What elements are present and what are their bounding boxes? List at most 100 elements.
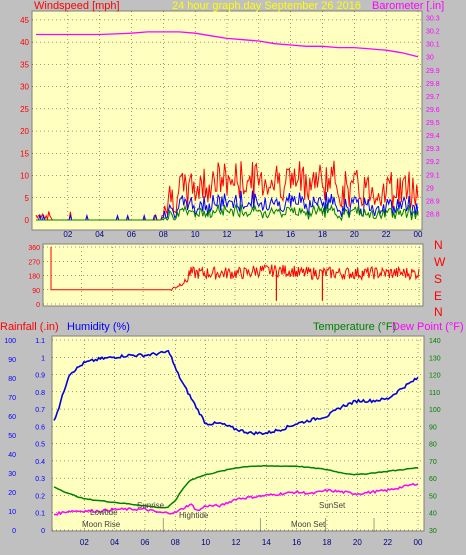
- rainfall-tick-label: 0.3: [35, 476, 45, 483]
- wind-x-tick-label: 22: [382, 230, 391, 239]
- wind-x-tick-label: 04: [95, 230, 104, 239]
- rainfall-tick-label: 0.9: [35, 373, 45, 380]
- barometer-tick-label: 30.3: [426, 16, 440, 23]
- temp-x-tick-label: 18: [323, 538, 332, 547]
- temperature-tick-label: 100: [429, 407, 441, 414]
- wind-x-tick-label: 02: [63, 230, 72, 239]
- wind-x-tick-label: 20: [350, 230, 359, 239]
- barometer-tick-label: 29.4: [426, 133, 440, 140]
- windspeed-tick-label: 30: [20, 83, 29, 92]
- temperature-tick-label: 80: [429, 442, 437, 449]
- chart-title: 24 hour graph.day September 26 2016: [172, 0, 361, 12]
- barometer-tick-label: 28.9: [426, 198, 440, 205]
- rainfall-tick-label: 0.8: [35, 390, 45, 397]
- direction-label-s: S: [434, 272, 442, 286]
- direction-label-n-bottom: N: [434, 305, 443, 319]
- event-moonset: Moon Set: [291, 520, 326, 529]
- rainfall-tick-label: 0.5: [35, 442, 45, 449]
- wind-x-tick-label: 18: [318, 230, 327, 239]
- direction-tick-label: 360: [28, 245, 40, 252]
- temperature-tick-label: 140: [429, 338, 441, 345]
- wind-direction-series: [50, 247, 420, 292]
- direction-tick-label: 90: [32, 288, 40, 295]
- barometer-tick-label: 29.9: [426, 68, 440, 75]
- wind-min-series: [36, 203, 419, 222]
- windspeed-tick-label: 5: [25, 194, 30, 203]
- barometer-tick-label: 29: [426, 185, 434, 192]
- humidity-tick-label: 70: [8, 395, 16, 402]
- temp-x-tick-label: 14: [262, 538, 271, 547]
- temperature-tick-label: 40: [429, 511, 437, 518]
- barometer-tick-label: 29.7: [426, 94, 440, 101]
- temp-humidity-plot-area: [51, 335, 425, 532]
- event-sunrise: Sunrise: [137, 501, 165, 510]
- event-moonrise: Moon Rise: [82, 520, 121, 529]
- temp-x-tick-label: 10: [201, 538, 210, 547]
- temperature-tick-label: 60: [429, 476, 437, 483]
- barometer-tick-label: 29.8: [426, 81, 440, 88]
- temp-x-tick-label: 12: [232, 538, 241, 547]
- humidity-tick-label: 0: [12, 528, 16, 535]
- humidity-tick-label: 10: [8, 509, 16, 516]
- temp-x-tick-label: 22: [383, 538, 392, 547]
- direction-label-w: W: [434, 255, 446, 269]
- barometer-tick-label: 28.8: [426, 211, 440, 218]
- barometer-tick-label: 29.1: [426, 172, 440, 179]
- rainfall-tick-label: 0.2: [35, 493, 45, 500]
- barometer-tick-label: 29.2: [426, 159, 440, 166]
- temp-x-tick-label: 20: [353, 538, 362, 547]
- rainfall-tick-label: 0.1: [35, 511, 45, 518]
- temp-x-tick-label: 16: [292, 538, 301, 547]
- temperature-tick-label: 130: [429, 355, 441, 362]
- temperature-series: [53, 464, 419, 509]
- rainfall-tick-label: 0.6: [35, 424, 45, 431]
- humidity-tick-label: 30: [8, 471, 16, 478]
- direction-tick-label: 0: [36, 302, 40, 309]
- barometer-tick-label: 30.1: [426, 42, 440, 49]
- temperature-tick-label: 70: [429, 459, 437, 466]
- barometer-tick-label: 30.2: [426, 29, 440, 36]
- dewpoint-axis-label: Dew Point (°F): [392, 321, 464, 333]
- humidity-tick-label: 100: [4, 338, 16, 345]
- direction-label-e: E: [434, 289, 442, 303]
- rainfall-tick-label: 1.1: [35, 338, 45, 345]
- event-hightide: Hightide: [179, 511, 209, 520]
- humidity-tick-label: 80: [8, 376, 16, 383]
- barometer-series: [36, 31, 419, 58]
- windspeed-tick-label: 20: [20, 127, 29, 136]
- windspeed-tick-label: 35: [20, 60, 29, 69]
- direction-label-n-top: N: [434, 238, 443, 252]
- direction-tick-label: 180: [28, 274, 40, 281]
- humidity-tick-label: 60: [8, 414, 16, 421]
- wind-x-tick-label: 12: [223, 230, 232, 239]
- barometer-tick-label: 29.6: [426, 107, 440, 114]
- rainfall-tick-label: 1: [41, 355, 45, 362]
- temperature-axis-label: Temperature (°F): [313, 321, 396, 333]
- humidity-tick-label: 90: [8, 357, 16, 364]
- temp-x-tick-label: 08: [171, 538, 180, 547]
- humidity-tick-label: 40: [8, 452, 16, 459]
- temperature-tick-label: 90: [429, 424, 437, 431]
- barometer-tick-label: 29.3: [426, 146, 440, 153]
- temp-x-tick-label: 00: [414, 538, 423, 547]
- temp-x-tick-label: 06: [141, 538, 150, 547]
- rainfall-tick-label: 0: [41, 528, 45, 535]
- windspeed-axis-label: Windspeed [mph]: [34, 0, 120, 12]
- wind-x-tick-label: 00: [414, 230, 423, 239]
- windspeed-tick-label: 45: [20, 16, 29, 25]
- windspeed-tick-label: 15: [20, 149, 29, 158]
- temperature-tick-label: 110: [429, 390, 440, 397]
- humidity-axis-label: Humidity (%): [67, 321, 130, 333]
- windspeed-tick-label: 40: [20, 38, 29, 47]
- rainfall-tick-label: 0.4: [35, 459, 45, 466]
- rainfall-axis-label: Rainfall (.in): [0, 321, 59, 333]
- windspeed-tick-label: 25: [20, 105, 29, 114]
- barometer-tick-label: 29.5: [426, 120, 440, 127]
- temperature-tick-label: 30: [429, 528, 437, 535]
- humidity-series: [53, 349, 419, 436]
- humidity-tick-label: 20: [8, 490, 16, 497]
- temperature-tick-label: 120: [429, 373, 441, 380]
- event-sunset: SunSet: [319, 501, 346, 510]
- windspeed-tick-label: 10: [20, 172, 29, 181]
